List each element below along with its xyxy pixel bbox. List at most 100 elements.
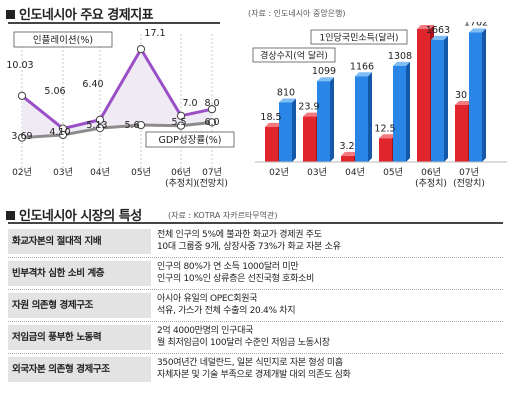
category-label: (전망치) xyxy=(196,177,228,189)
bullet-square-icon xyxy=(6,211,15,220)
bar-gni-per-capita xyxy=(444,35,448,162)
data-point-gdp xyxy=(136,120,146,130)
table-row: 외국자본 의존형 경제구조 350여년간 네덜란드, 일본 식민지로 자본 형성… xyxy=(8,357,503,382)
data-label-gni-per-capita: 1762 xyxy=(464,22,488,28)
data-point-gdp xyxy=(17,133,27,142)
data-label-inflation: 5.06 xyxy=(44,86,65,97)
bar-gni-per-capita xyxy=(317,77,334,82)
row-divider xyxy=(8,289,503,290)
data-point-inflation xyxy=(17,91,27,100)
bar-gni-per-capita xyxy=(393,61,410,66)
table-row: 화교자본의 절대적 지배 전체 인구의 5%에 불과한 화교가 경제권 주도 1… xyxy=(8,229,503,254)
category-label: 04년 xyxy=(345,167,365,178)
bar-gni-per-capita xyxy=(330,77,334,162)
data-label-inflation: 10.03 xyxy=(6,60,33,71)
data-point-gdp xyxy=(176,121,186,130)
data-label-inflation: 17.1 xyxy=(144,28,165,39)
category-label: 06년 xyxy=(421,167,441,178)
legend-box xyxy=(13,31,113,48)
category-label: 03년 xyxy=(53,167,73,178)
category-label: 07년 xyxy=(459,167,479,178)
series-line-inflation xyxy=(21,46,213,131)
legend-label-gni-per-capita: 1인당국민소득(달러) xyxy=(320,32,399,44)
category-label: 05년 xyxy=(131,167,151,178)
bar-gni-per-capita xyxy=(279,102,292,162)
legend-box xyxy=(145,131,235,148)
bar-current-account xyxy=(417,29,430,162)
bar-gni-per-capita xyxy=(431,35,448,40)
data-point-inflation xyxy=(95,115,105,124)
data-label-gdp: 4.10 xyxy=(49,127,70,138)
bar-current-account xyxy=(341,155,354,162)
data-label-gni-per-capita: 1308 xyxy=(388,51,412,62)
data-label-gdp: 6.0 xyxy=(204,117,219,128)
section1-title: 인도네시아 주요 경제지표 xyxy=(6,4,154,23)
category-label: 02년 xyxy=(269,167,289,178)
data-point-gdp xyxy=(95,124,105,133)
row-label: 화교자본의 절대적 지배 xyxy=(8,229,151,254)
bar-current-account xyxy=(303,112,320,117)
legend-label-inflation: 인플레이션(%) xyxy=(33,35,93,46)
data-label-current-account: 12.5 xyxy=(374,123,395,134)
row-divider xyxy=(8,257,503,258)
category-label: 05년 xyxy=(383,167,403,178)
bar-current-account xyxy=(379,138,392,162)
bar-current-account xyxy=(265,126,278,162)
table-row: 자원 의존형 경제구조 아시아 유일의 OPEC회원국 석유, 가스가 전체 수… xyxy=(8,293,503,318)
row-text: 아시아 유일의 OPEC회원국 석유, 가스가 전체 수출의 20.4% 차지 xyxy=(157,294,296,316)
bar-current-account xyxy=(417,25,434,29)
category-label: (전망치) xyxy=(453,177,485,189)
data-point-inflation xyxy=(176,111,186,120)
category-label: (추정치) xyxy=(165,177,197,189)
line-chart: 10.03 5.06 6.40 17.1 7.0 8.0 3.69 4.10 5.13 5.6 5.… xyxy=(6,28,235,189)
row-divider xyxy=(8,321,503,322)
table-row: 빈부격차 심한 소비 계층 인구의 80%가 연 소득 1000달러 미만 인구… xyxy=(8,261,503,286)
section1-rule xyxy=(8,22,220,24)
bullet-square-icon xyxy=(6,10,15,19)
bar-gni-per-capita xyxy=(469,32,482,163)
legend-box xyxy=(310,29,408,45)
data-label-gdp: 5.13 xyxy=(86,120,107,131)
row-label: 빈부격차 심한 소비 계층 xyxy=(8,261,151,286)
data-label-gni-per-capita: 810 xyxy=(277,87,295,98)
bar-current-account xyxy=(341,151,358,156)
section2-source: (자료 : KOTRA 자카르타무역관) xyxy=(168,211,278,220)
category-label: 04년 xyxy=(90,167,110,178)
row-divider xyxy=(8,353,503,354)
data-point-inflation xyxy=(136,45,146,54)
data-label-current-account: 18.5 xyxy=(260,112,281,123)
bar-current-account xyxy=(265,122,282,127)
data-point-gdp xyxy=(58,130,68,140)
data-label-gni-per-capita: 1663 xyxy=(426,25,450,36)
row-label: 외국자본 의존형 경제구조 xyxy=(8,357,151,382)
bar-gni-per-capita xyxy=(355,72,372,77)
data-label-current-account: 23.9 xyxy=(298,102,319,113)
category-label: 06년 xyxy=(171,167,191,178)
bar-gni-per-capita xyxy=(368,72,372,162)
bar-current-account xyxy=(303,116,316,162)
legend-label-current-account: 경상수지(억 달러) xyxy=(260,50,328,62)
row-text: 350여년간 네덜란드, 일본 식민지로 자본 형성 미흡 자체자본 및 기술 … xyxy=(157,358,351,380)
section1-source: (자료 : 인도네시아 중앙은행) xyxy=(248,9,346,18)
bar-chart: 18.5 23.9 3.2 12.5 70 30 810 1099 1166 1308 1663 17… xyxy=(252,22,507,189)
data-label-gdp: 5.6 xyxy=(124,120,139,131)
category-label: (추정치) xyxy=(415,177,447,189)
row-text: 2억 4000만명의 인구대국 월 최저임금이 100달러 수준인 저임금 노동… xyxy=(157,326,330,348)
data-label-gni-per-capita: 1166 xyxy=(350,61,374,72)
bar-gni-per-capita xyxy=(355,76,368,162)
legend-box xyxy=(252,47,336,63)
bar-gni-per-capita xyxy=(431,39,444,162)
row-text: 전체 인구의 5%에 불과한 화교가 경제권 주도 10대 그룹중 9개, 상장… xyxy=(157,230,341,252)
series-line-gdp xyxy=(21,120,213,140)
bar-current-account xyxy=(455,105,468,162)
data-point-inflation xyxy=(207,105,217,114)
data-label-inflation: 8.0 xyxy=(204,98,219,109)
row-label: 자원 의존형 경제구조 xyxy=(8,293,151,318)
bar-gni-per-capita xyxy=(406,61,410,162)
bar-gni-per-capita xyxy=(279,98,296,103)
data-point-gdp xyxy=(207,118,217,127)
bar-gni-per-capita xyxy=(482,28,486,163)
category-label: 03년 xyxy=(307,167,327,178)
section2-title: 인도네시아 시장의 특성 xyxy=(6,205,142,224)
data-label-current-account: 3.2 xyxy=(339,141,354,152)
